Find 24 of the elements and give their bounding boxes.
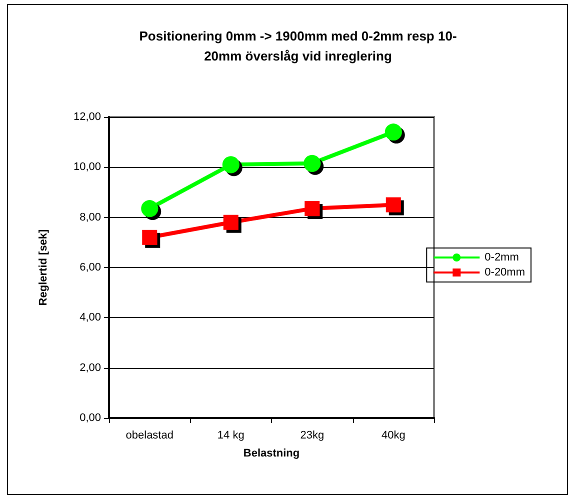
point bbox=[222, 156, 240, 174]
y-axis-title: Reglertid [sek] bbox=[38, 228, 50, 306]
y-tick-label: 0,00 bbox=[80, 412, 101, 424]
y-tick-label: 4,00 bbox=[80, 312, 101, 324]
point bbox=[386, 197, 401, 212]
point bbox=[142, 230, 158, 245]
x-tick-label: obelastad bbox=[126, 430, 174, 442]
point bbox=[384, 124, 402, 141]
x-tick-label: 40kg bbox=[381, 430, 406, 442]
x-tick-label: 14 kg bbox=[217, 430, 244, 442]
y-tick-label: 2,00 bbox=[80, 362, 101, 374]
legend-label: 0-2mm bbox=[484, 252, 519, 264]
x-tick-label: 23kg bbox=[300, 430, 324, 442]
y-tick-label: 10,00 bbox=[73, 161, 101, 174]
point bbox=[223, 214, 238, 230]
point bbox=[304, 154, 321, 172]
point bbox=[304, 201, 320, 216]
y-tick-label: 6,00 bbox=[80, 262, 101, 274]
x-axis-title: Belastning bbox=[243, 448, 300, 460]
y-tick-label: 8,00 bbox=[80, 211, 101, 224]
chart-title: Positionering 0mm -> 1900mm med 0-2mm resp 10- 20mm överslåg vid inreglering bbox=[139, 28, 457, 64]
point bbox=[141, 200, 158, 218]
y-tick-label: 12,00 bbox=[73, 111, 101, 123]
legend-label: 0-20mm bbox=[484, 266, 525, 278]
